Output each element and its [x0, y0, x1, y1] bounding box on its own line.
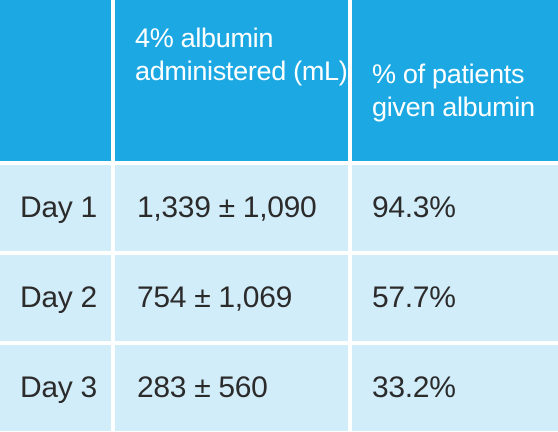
row-3-day-label: Day 3: [0, 345, 111, 431]
header-corner-cell: [0, 0, 111, 161]
row-3-percent-patients: 33.2%: [352, 345, 558, 431]
row-1-percent-patients: 94.3%: [352, 165, 558, 251]
row-2-day-label: Day 2: [0, 255, 111, 341]
header-percent-patients: % of patients given albumin: [352, 0, 558, 161]
row-1-day-label: Day 1: [0, 165, 111, 251]
row-1-albumin-ml: 1,339 ± 1,090: [115, 165, 348, 251]
row-2-percent-patients: 57.7%: [352, 255, 558, 341]
row-3-albumin-ml: 283 ± 560: [115, 345, 348, 431]
row-2-albumin-ml: 754 ± 1,069: [115, 255, 348, 341]
header-albumin-administered: 4% albumin administered (mL): [115, 0, 348, 161]
